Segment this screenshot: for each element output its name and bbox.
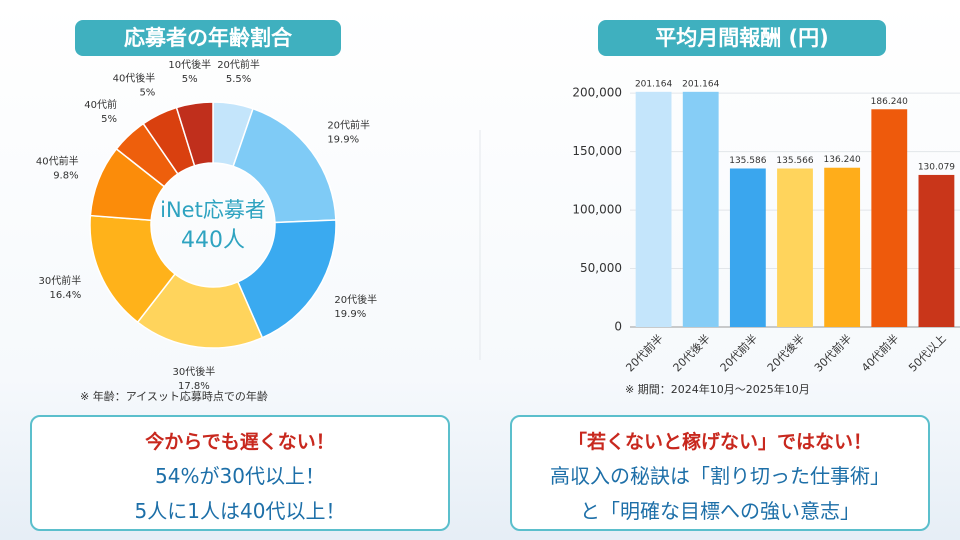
y-tick-label: 150,000 (572, 144, 622, 158)
bar (871, 109, 908, 327)
x-tick-label: 20代前半 (717, 331, 760, 374)
slice-label: 20代前半 (217, 58, 260, 71)
pie-title: 応募者の年齢割合 (124, 26, 293, 50)
callout-line: 5人に1人は40代以上！ (134, 499, 346, 523)
slice-value: 9.8% (53, 171, 78, 182)
bar-value-label: 186.240 (871, 97, 908, 107)
slice-value: 5% (101, 114, 117, 125)
slice-label: 30代前半 (39, 274, 82, 287)
x-tick-label: 30代前半 (811, 331, 854, 374)
bar (682, 91, 719, 328)
slice-value: 19.9% (334, 309, 366, 320)
slice-label: 10代後半 (168, 58, 211, 71)
bar-value-label: 201.164 (682, 79, 719, 89)
x-tick-label: 20代後半 (670, 331, 713, 374)
callout-heading: 今からでも遅くない！ (145, 431, 335, 453)
slice-value: 5% (182, 74, 198, 85)
callout-line: と「明確な目標への強い意志」 (580, 499, 860, 523)
donut-slice (175, 101, 214, 167)
slice-label: 20代後半 (334, 293, 377, 306)
callout-line: 54%が30代以上！ (155, 464, 325, 488)
bar-value-label: 135.586 (729, 156, 766, 166)
slice-value: 17.8% (178, 381, 210, 392)
bar-value-label: 136.240 (824, 155, 861, 165)
bar-title: 平均月間報酬 (円) (655, 26, 829, 50)
slice-label: 40代前 (84, 98, 117, 111)
y-tick-label: 0 (614, 320, 622, 334)
bar (777, 168, 813, 327)
bar-value-label: 130.079 (918, 162, 955, 172)
bar (918, 174, 955, 327)
bar (729, 168, 766, 327)
slice-value: 16.4% (50, 290, 82, 301)
x-tick-label: 20代後半 (764, 331, 807, 374)
pie-note: ※ 年齢：アイスット応募時点での年齢 (80, 389, 268, 403)
x-tick-label: 50代以上 (906, 332, 948, 374)
center-text: iNet応募者 (160, 198, 266, 222)
callout: 今からでも遅くない！ 54%が30代以上！ 5人に1人は40代以上！ (30, 415, 450, 531)
y-tick-label: 50,000 (580, 261, 622, 275)
callout-heading: 「若くないと稼げない」ではない！ (567, 431, 872, 453)
callout: 「若くないと稼げない」ではない！ 高収入の秘訣は「割り切った仕事術」 と「明確な… (510, 415, 930, 531)
bar-note: ※ 期間：2024年10月～2025年10月 (625, 382, 810, 396)
slice-label: 40代後半 (113, 72, 156, 85)
slice-value: 5% (139, 88, 155, 99)
slice-label: 20代前半 (327, 118, 370, 131)
slice-value: 5.5% (226, 74, 251, 85)
x-tick-label: 20代前半 (623, 331, 666, 374)
callout-line: 高収入の秘訣は「割り切った仕事術」 (550, 464, 890, 488)
bar-value-label: 135.566 (776, 156, 813, 166)
x-tick-label: 40代前半 (858, 331, 901, 374)
title-pill (75, 20, 341, 56)
bar (635, 91, 672, 328)
slice-value: 19.9% (327, 134, 359, 145)
y-tick-label: 100,000 (572, 203, 622, 217)
title-pill (598, 20, 886, 56)
bar-value-label: 201.164 (635, 79, 672, 89)
slice-label: 30代後半 (173, 365, 216, 378)
bar (824, 167, 861, 327)
slice-label: 40代前半 (36, 155, 79, 168)
y-tick-label: 200,000 (572, 86, 622, 100)
center-text: 440人 (181, 228, 245, 253)
